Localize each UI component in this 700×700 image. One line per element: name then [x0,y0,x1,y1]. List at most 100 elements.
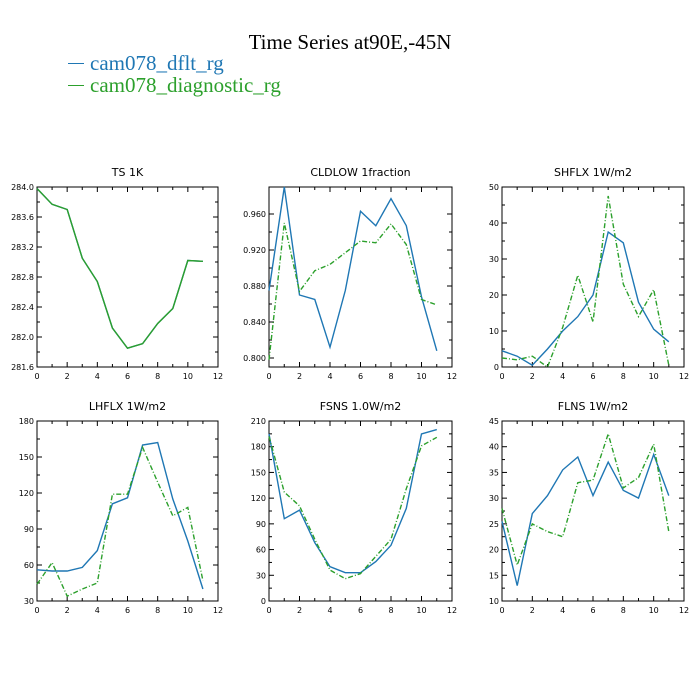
plot-frame [501,420,685,602]
series-line-dflt [268,428,437,574]
x-tick-label: 0 [34,606,39,615]
x-tick-label: 10 [649,606,659,615]
series-line-diagnostic [36,445,204,598]
series-line-diagnostic [268,436,438,580]
series-line-dflt [501,452,670,586]
y-tick-label: 120 [251,494,266,503]
x-tick-label: 12 [679,606,689,615]
series-line-diagnostic [268,222,438,360]
x-tick-label: 12 [679,372,689,381]
x-tick-label: 2 [297,372,302,381]
y-tick-label: 35 [489,468,499,477]
series-line-diagnostic [36,188,203,350]
panel-2: CLDLOW 1fraction 0 2 4 6 8 10 12 0.800 0.840 0.880… [243,166,457,381]
series-line-dflt [36,441,204,590]
x-tick-label: 2 [297,606,302,615]
y-tick-label: 45 [489,417,499,426]
panel-3: SHFLX 1W/m2 0 2 4 6 8 10 12 0 10 20 30 40 50 [489,166,689,381]
y-tick-label: 0.960 [243,210,266,219]
x-tick-label: 10 [183,606,193,615]
y-tick-label: 0.880 [243,282,266,291]
x-tick-label: 6 [125,372,130,381]
x-tick-label: 6 [590,372,595,381]
y-tick-label: 0.800 [243,354,266,363]
y-tick-label: 0 [261,597,266,606]
x-tick-label: 8 [155,372,160,381]
y-tick-label: 90 [24,525,34,534]
legend-item-diagnostic: cam078_diagnostic_rg [68,73,281,98]
y-tick-label: 10 [489,327,499,336]
y-tick-label: 20 [489,291,499,300]
x-tick-label: 2 [530,606,535,615]
panel-title: LHFLX 1W/m2 [89,400,166,413]
x-tick-label: 4 [95,372,100,381]
y-tick-label: 281.6 [11,363,34,372]
x-tick-label: 10 [416,606,426,615]
y-tick-label: 283.2 [11,243,34,252]
x-tick-label: 2 [65,372,70,381]
x-tick-label: 0 [34,372,39,381]
y-tick-label: 210 [251,417,266,426]
y-tick-label: 284.0 [11,183,34,192]
plot-frame [36,186,219,368]
panel-title: TS 1K [111,166,144,179]
series-line-diagnostic [501,195,670,369]
x-tick-label: 4 [327,372,332,381]
panel-4: LHFLX 1W/m2 0 2 4 6 8 10 12 30 60 90 120 150 180 [19,400,223,615]
panel-title: FLNS 1W/m2 [558,400,628,413]
y-tick-label: 180 [19,417,34,426]
y-tick-label: 282.4 [11,303,34,312]
y-tick-label: 180 [251,443,266,452]
panel-6: FLNS 1W/m2 0 2 4 6 8 10 12 10 15 20 25 30 35 40 45 [489,400,689,615]
legend-label: cam078_diagnostic_rg [90,73,281,97]
x-tick-label: 6 [590,606,595,615]
y-tick-label: 30 [24,597,34,606]
x-tick-label: 12 [213,606,223,615]
y-tick-label: 150 [251,468,266,477]
legend-line-icon [68,84,84,87]
x-tick-label: 8 [388,372,393,381]
y-tick-label: 0.920 [243,246,266,255]
y-tick-label: 15 [489,571,499,580]
y-tick-label: 30 [489,494,499,503]
x-tick-label: 6 [358,372,363,381]
x-tick-label: 10 [416,372,426,381]
y-tick-label: 30 [256,571,266,580]
x-tick-label: 0 [266,372,271,381]
x-tick-label: 12 [213,372,223,381]
panel-title: CLDLOW 1fraction [310,166,410,179]
x-tick-label: 2 [530,372,535,381]
legend-label: cam078_dflt_rg [90,51,224,75]
chart-title: Time Series at90E,-45N [248,30,452,54]
y-tick-label: 60 [24,561,34,570]
y-tick-label: 283.6 [11,213,34,222]
x-tick-label: 4 [560,606,565,615]
panel-title: SHFLX 1W/m2 [554,166,632,179]
x-tick-label: 8 [388,606,393,615]
y-tick-label: 282.8 [11,273,34,282]
y-tick-label: 50 [489,183,499,192]
panel-title: FSNS 1.0W/m2 [320,400,402,413]
x-tick-label: 0 [499,372,504,381]
y-tick-label: 20 [489,546,499,555]
y-tick-label: 0.840 [243,318,266,327]
x-tick-label: 10 [649,372,659,381]
x-tick-label: 4 [95,606,100,615]
series-line-dflt [501,230,670,367]
legend-line-icon [68,62,84,65]
y-tick-label: 25 [489,520,499,529]
x-tick-label: 8 [621,372,626,381]
x-tick-label: 12 [447,372,457,381]
series-line-dflt [36,188,203,350]
x-tick-label: 2 [65,606,70,615]
legend-item-dflt: cam078_dflt_rg [68,51,224,76]
x-tick-label: 12 [447,606,457,615]
x-tick-label: 4 [327,606,332,615]
x-tick-label: 6 [358,606,363,615]
y-tick-label: 150 [19,453,34,462]
y-tick-label: 0 [494,363,499,372]
y-tick-label: 282.0 [11,333,34,342]
y-tick-label: 60 [256,546,266,555]
